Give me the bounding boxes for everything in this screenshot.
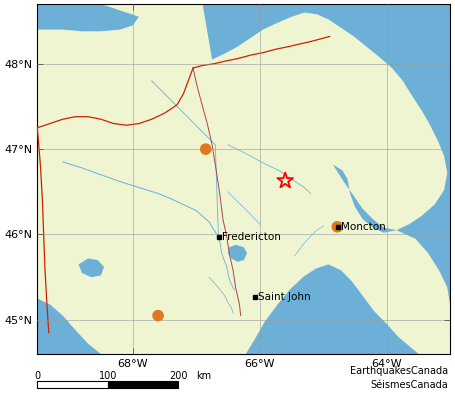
Polygon shape bbox=[37, 298, 101, 354]
Polygon shape bbox=[228, 245, 247, 262]
Point bbox=[202, 146, 209, 152]
Text: Fredericton: Fredericton bbox=[222, 232, 281, 242]
Text: Saint John: Saint John bbox=[258, 292, 311, 302]
Text: 200: 200 bbox=[169, 371, 187, 381]
Polygon shape bbox=[202, 4, 450, 354]
Text: 0: 0 bbox=[34, 371, 40, 381]
Polygon shape bbox=[79, 258, 104, 277]
Point bbox=[154, 312, 162, 319]
Polygon shape bbox=[37, 4, 139, 31]
Text: km: km bbox=[197, 371, 212, 381]
Text: EarthquakesCanada
SéismesCanada: EarthquakesCanada SéismesCanada bbox=[350, 366, 448, 390]
Text: Moncton: Moncton bbox=[341, 222, 386, 232]
Text: 100: 100 bbox=[99, 371, 117, 381]
Point bbox=[282, 178, 289, 184]
Point bbox=[334, 224, 341, 230]
